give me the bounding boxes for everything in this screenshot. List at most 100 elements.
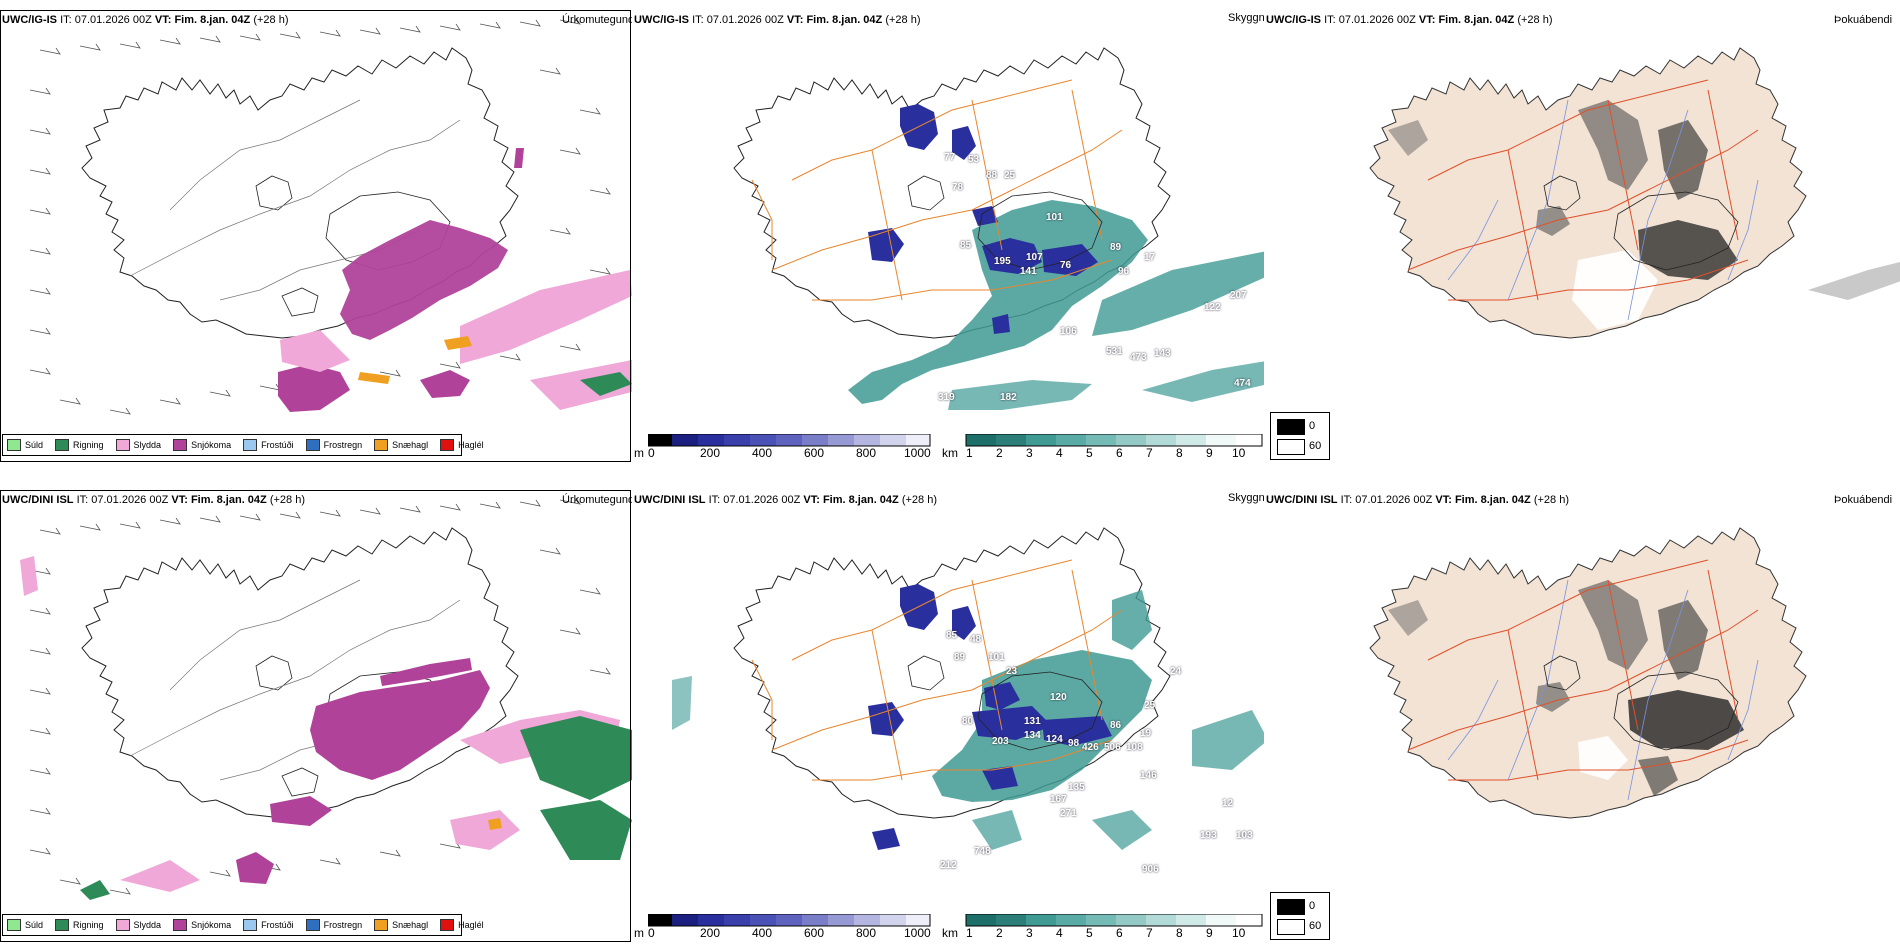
tick-label: 9: [1206, 446, 1213, 460]
panel-title-visibility: Skyggni: [1228, 12, 1264, 24]
vt-value: Fim. 8.jan. 04Z: [806, 14, 883, 26]
panel-title-fog: Þokuábendi: [1834, 494, 1893, 506]
legend-item-hail: Haglél: [440, 439, 484, 451]
vis-label: 182: [1000, 392, 1017, 403]
vis-label: 426: [1082, 742, 1099, 753]
vis-label: 135: [1068, 782, 1085, 793]
cloudbase-unit: m: [634, 446, 644, 460]
it-value: 07.01.2026 00Z: [723, 494, 801, 506]
tick-label: 600: [804, 446, 825, 460]
vt-label: VT:: [803, 494, 820, 506]
vis-label: 531: [1106, 346, 1123, 357]
legend-item-snow: Snjókoma: [173, 439, 231, 451]
it-value: 07.01.2026 00Z: [1338, 14, 1416, 26]
it-label: IT:: [1324, 14, 1336, 26]
tick-label: 3: [1026, 446, 1033, 460]
visibility-colorbar: km 1 2 3 4 5 6 7 8 9 10: [942, 912, 1264, 942]
tick-label: 4: [1056, 446, 1063, 460]
legend-item-freezing-rain: Frostregn: [305, 919, 362, 931]
vis-label: 80: [962, 716, 974, 727]
legend-swatch: [115, 439, 130, 451]
vis-label: 131: [1024, 716, 1041, 727]
vis-label: 88: [986, 170, 998, 181]
fog-legend-low: 0: [1309, 420, 1316, 432]
vis-label: 473: [1130, 352, 1147, 363]
vis-label: 77: [944, 152, 956, 163]
vis-label: 167: [1050, 794, 1067, 805]
vis-label: 89: [954, 652, 966, 663]
cloudbase-colorbar-gradient: [648, 914, 931, 927]
panel-title-precip: Úrkomutegund: [562, 14, 632, 26]
vt-value: Fim. 8.jan. 04Z: [174, 14, 251, 26]
tick-label: 2: [996, 446, 1003, 460]
legend-swatch: [305, 919, 320, 931]
legend-swatch: [305, 439, 320, 451]
cloudbase-colorbar: m 0 200 400 600 800 1000: [634, 912, 934, 942]
fog-legend: 0 60: [1270, 412, 1330, 460]
visibility-unit: km: [942, 926, 958, 940]
visibility-unit: km: [942, 446, 958, 460]
fog-legend-swatch-black: [1277, 899, 1305, 915]
model-name: UWC/DINI ISL: [1266, 494, 1338, 506]
panel-header: UWC/IG-IS IT: 07.01.2026 00Z VT: Fim. 8.…: [2, 14, 289, 26]
roads: [751, 559, 1123, 781]
tick-label: 6: [1116, 446, 1123, 460]
row-dini-isl: UWC/DINI ISL IT: 07.01.2026 00Z VT: Fim.…: [0, 480, 1900, 950]
model-name: UWC/IG-IS: [634, 14, 689, 26]
vt-value: Fim. 8.jan. 04Z: [1454, 494, 1531, 506]
it-value: 07.01.2026 00Z: [74, 14, 152, 26]
vis-label: 271: [1060, 808, 1077, 819]
tick-label: 800: [856, 446, 877, 460]
legend-swatch: [243, 919, 258, 931]
legend-swatch: [374, 439, 389, 451]
it-value: 07.01.2026 00Z: [91, 494, 169, 506]
vis-label: 203: [992, 736, 1009, 747]
tick-label: 2: [996, 926, 1003, 940]
legend-swatch: [173, 919, 188, 931]
vis-label: 101: [988, 652, 1005, 663]
tick-label: 7: [1146, 926, 1153, 940]
visibility-colorbar-gradient: [965, 434, 1263, 447]
tick-label: 200: [700, 926, 721, 940]
legend-swatch: [440, 439, 455, 451]
visibility-panel: 85 48 89 101 23 120 80 203 131 134 124 9…: [632, 480, 1264, 950]
visibility-map: [733, 47, 1264, 410]
legend-item-rain: Rigning: [55, 919, 104, 931]
vis-label: 212: [940, 860, 957, 871]
legend-swatch: [7, 919, 21, 931]
tick-label: 5: [1086, 926, 1093, 940]
visibility-colorbar-gradient: [965, 914, 1263, 927]
vt-value: Fim. 8.jan. 04Z: [190, 494, 267, 506]
roads: [751, 79, 1123, 301]
fog-legend-low: 0: [1309, 900, 1316, 912]
model-name: UWC/IG-IS: [2, 14, 57, 26]
cloudbase-unit: m: [634, 926, 644, 940]
vt-value: Fim. 8.jan. 04Z: [1438, 14, 1515, 26]
vis-label: 143: [1154, 348, 1171, 359]
tick-label: 200: [700, 446, 721, 460]
legend-swatch: [55, 439, 70, 451]
vis-label: 906: [1142, 864, 1159, 875]
wind-barbs: [29, 497, 611, 895]
vis-label: 124: [1046, 734, 1063, 745]
vis-label: 748: [974, 846, 991, 857]
visibility-map: [672, 527, 1264, 850]
legend-swatch: [173, 439, 188, 451]
legend-item-drizzle: Súld: [7, 919, 43, 931]
it-value: 07.01.2026 00Z: [1355, 494, 1433, 506]
tick-label: 0: [648, 446, 655, 460]
tick-label: 1: [966, 446, 973, 460]
legend-item-sleet: Slydda: [115, 439, 161, 451]
lead-time: (+28 h): [1533, 494, 1569, 506]
legend-swatch: [243, 439, 258, 451]
vis-label: 120: [1050, 692, 1067, 703]
vt-label: VT:: [154, 14, 172, 26]
vis-label: 141: [1020, 266, 1037, 277]
roads: [1407, 79, 1759, 301]
tick-label: 3: [1026, 926, 1033, 940]
panel-header: UWC/DINI ISL IT: 07.01.2026 00Z VT: Fim.…: [1266, 494, 1569, 506]
fog-legend-swatch-black: [1277, 419, 1305, 435]
visibility-colorbar: km 1 2 3 4 5 6 7 8 9 10: [942, 432, 1264, 462]
vis-label: 195: [994, 256, 1011, 267]
lead-time: (+28 h): [269, 494, 305, 506]
